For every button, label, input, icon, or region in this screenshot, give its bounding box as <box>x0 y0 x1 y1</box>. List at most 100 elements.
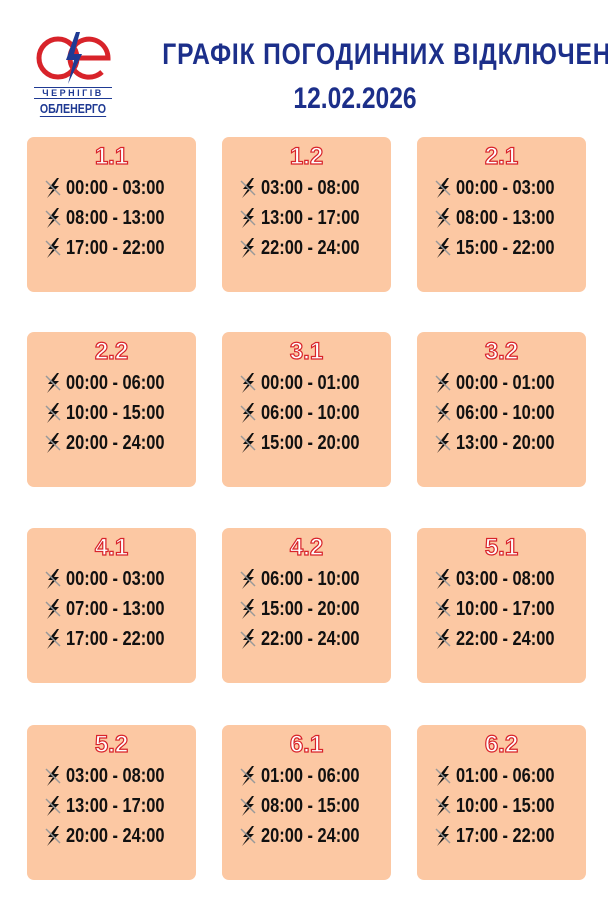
group-label: 3.1 <box>289 337 324 365</box>
power-off-icon <box>45 629 61 649</box>
outage-slot: 17:00 - 22:00 <box>434 821 586 851</box>
outage-time: 03:00 - 08:00 <box>261 177 360 199</box>
outage-time: 03:00 - 08:00 <box>66 765 165 787</box>
group-card: 4.1 00:00 - 03:00 07:00 - 13:00 17:00 - 22:… <box>27 528 196 683</box>
outage-slot: 15:00 - 22:00 <box>434 233 586 263</box>
group-label: 3.2 <box>484 337 519 365</box>
outage-time: 00:00 - 03:00 <box>66 568 165 590</box>
outage-slot: 01:00 - 06:00 <box>434 761 586 791</box>
oblenergo-logo: ЧЕРНІГІВ ОБЛЕНЕРГО <box>34 30 114 118</box>
power-off-icon <box>435 766 451 786</box>
outage-time: 08:00 - 15:00 <box>261 795 360 817</box>
power-off-icon <box>435 569 451 589</box>
power-off-icon <box>45 403 61 423</box>
group-label: 6.1 <box>289 730 324 758</box>
outage-slot: 08:00 - 13:00 <box>434 203 586 233</box>
outage-time: 00:00 - 06:00 <box>66 372 165 394</box>
outage-slot: 00:00 - 03:00 <box>44 564 196 594</box>
group-label: 5.1 <box>484 533 519 561</box>
power-off-icon <box>435 599 451 619</box>
outage-slot: 20:00 - 24:00 <box>44 428 196 458</box>
outage-time: 06:00 - 10:00 <box>456 402 555 424</box>
power-off-icon <box>45 599 61 619</box>
outage-time: 13:00 - 20:00 <box>456 432 555 454</box>
power-off-icon <box>45 238 61 258</box>
group-card: 1.2 03:00 - 08:00 13:00 - 17:00 22:00 - 24:… <box>222 137 391 292</box>
outage-time: 08:00 - 13:00 <box>66 207 165 229</box>
group-card: 3.2 00:00 - 01:00 06:00 - 10:00 13:00 - 20:… <box>417 332 586 487</box>
outage-time: 13:00 - 17:00 <box>66 795 165 817</box>
power-off-icon <box>45 433 61 453</box>
group-card: 2.1 00:00 - 03:00 08:00 - 13:00 15:00 - 22:… <box>417 137 586 292</box>
outage-time: 10:00 - 15:00 <box>66 402 165 424</box>
power-off-icon <box>435 826 451 846</box>
group-card: 5.1 03:00 - 08:00 10:00 - 17:00 22:00 - 24:… <box>417 528 586 683</box>
outage-time: 22:00 - 24:00 <box>261 628 360 650</box>
outage-slot: 00:00 - 01:00 <box>239 368 391 398</box>
power-off-icon <box>45 373 61 393</box>
group-label: 4.2 <box>289 533 324 561</box>
power-off-icon <box>435 403 451 423</box>
outage-slot: 00:00 - 01:00 <box>434 368 586 398</box>
outage-time: 17:00 - 22:00 <box>66 628 165 650</box>
outage-time: 00:00 - 01:00 <box>456 372 555 394</box>
power-off-icon <box>240 569 256 589</box>
group-label: 2.1 <box>484 142 519 170</box>
power-off-icon <box>435 433 451 453</box>
outage-time: 20:00 - 24:00 <box>66 825 165 847</box>
group-label: 1.2 <box>289 142 324 170</box>
outage-slot: 15:00 - 20:00 <box>239 594 391 624</box>
power-off-icon <box>45 826 61 846</box>
outage-slot: 00:00 - 03:00 <box>434 173 586 203</box>
group-card: 5.2 03:00 - 08:00 13:00 - 17:00 20:00 - 24:… <box>27 725 196 880</box>
power-off-icon <box>240 178 256 198</box>
outage-slot: 06:00 - 10:00 <box>239 564 391 594</box>
outage-slot: 10:00 - 15:00 <box>44 398 196 428</box>
power-off-icon <box>240 629 256 649</box>
power-off-icon <box>45 796 61 816</box>
power-off-icon <box>45 569 61 589</box>
outage-time: 22:00 - 24:00 <box>261 237 360 259</box>
power-off-icon <box>45 766 61 786</box>
outage-slot: 08:00 - 13:00 <box>44 203 196 233</box>
outage-time: 15:00 - 22:00 <box>456 237 555 259</box>
power-off-icon <box>435 373 451 393</box>
power-off-icon <box>45 178 61 198</box>
outage-time: 00:00 - 01:00 <box>261 372 360 394</box>
outage-time: 17:00 - 22:00 <box>66 237 165 259</box>
outage-slot: 22:00 - 24:00 <box>239 624 391 654</box>
outage-slot: 00:00 - 06:00 <box>44 368 196 398</box>
power-off-icon <box>240 208 256 228</box>
power-off-icon <box>240 826 256 846</box>
power-off-icon <box>435 208 451 228</box>
page-title: ГРАФІК ПОГОДИННИХ ВІДКЛЮЧЕНЬ <box>162 38 608 71</box>
outage-slot: 10:00 - 15:00 <box>434 791 586 821</box>
outage-time: 00:00 - 03:00 <box>66 177 165 199</box>
outage-slot: 01:00 - 06:00 <box>239 761 391 791</box>
outage-time: 10:00 - 15:00 <box>456 795 555 817</box>
outage-time: 20:00 - 24:00 <box>66 432 165 454</box>
group-card: 6.2 01:00 - 06:00 10:00 - 15:00 17:00 - 22:… <box>417 725 586 880</box>
group-card: 3.1 00:00 - 01:00 06:00 - 10:00 15:00 - 20:… <box>222 332 391 487</box>
outage-slot: 03:00 - 08:00 <box>434 564 586 594</box>
power-off-icon <box>435 629 451 649</box>
outage-time: 01:00 - 06:00 <box>261 765 360 787</box>
group-card: 2.2 00:00 - 06:00 10:00 - 15:00 20:00 - 24:… <box>27 332 196 487</box>
outage-slot: 13:00 - 17:00 <box>239 203 391 233</box>
group-label: 1.1 <box>94 142 129 170</box>
outage-slot: 08:00 - 15:00 <box>239 791 391 821</box>
outage-time: 00:00 - 03:00 <box>456 177 555 199</box>
outage-slot: 17:00 - 22:00 <box>44 624 196 654</box>
power-off-icon <box>240 796 256 816</box>
outage-slot: 20:00 - 24:00 <box>44 821 196 851</box>
power-off-icon <box>45 208 61 228</box>
outage-slot: 13:00 - 20:00 <box>434 428 586 458</box>
outage-slot: 07:00 - 13:00 <box>44 594 196 624</box>
group-label: 6.2 <box>484 730 519 758</box>
outage-time: 22:00 - 24:00 <box>456 628 555 650</box>
outage-time: 10:00 - 17:00 <box>456 598 555 620</box>
outage-time: 06:00 - 10:00 <box>261 402 360 424</box>
schedule-date: 12.02.2026 <box>293 82 417 115</box>
group-card: 4.2 06:00 - 10:00 15:00 - 20:00 22:00 - 24:… <box>222 528 391 683</box>
group-card: 1.1 00:00 - 03:00 08:00 - 13:00 17:00 - 22:… <box>27 137 196 292</box>
